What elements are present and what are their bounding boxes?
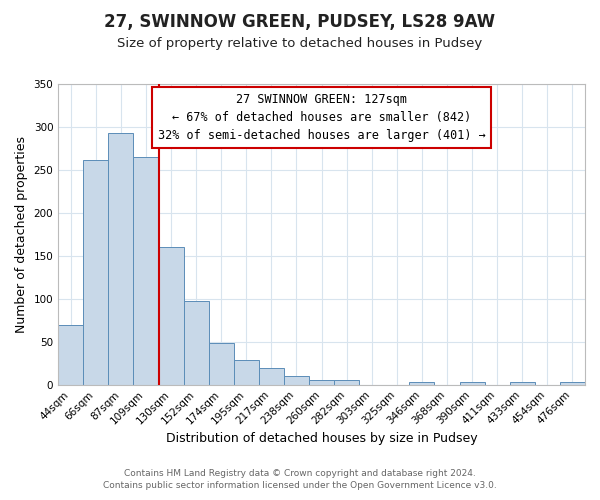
Bar (284, 376, 309, 384)
Bar (158, 248, 184, 384)
Bar (259, 368, 284, 384)
Bar (409, 382, 434, 384)
Text: Size of property relative to detached houses in Pudsey: Size of property relative to detached ho… (118, 38, 482, 51)
Bar (510, 382, 535, 384)
X-axis label: Distribution of detached houses by size in Pudsey: Distribution of detached houses by size … (166, 432, 478, 445)
Text: 27, SWINNOW GREEN, PUDSEY, LS28 9AW: 27, SWINNOW GREEN, PUDSEY, LS28 9AW (104, 12, 496, 30)
Bar (83, 160, 109, 384)
Bar (234, 360, 259, 384)
Bar (184, 302, 209, 384)
Y-axis label: Number of detached properties: Number of detached properties (15, 136, 28, 333)
Text: Contains HM Land Registry data © Crown copyright and database right 2024.
Contai: Contains HM Land Registry data © Crown c… (103, 468, 497, 490)
Bar (309, 380, 334, 384)
Bar (133, 157, 158, 384)
Bar (209, 342, 234, 384)
Bar (334, 380, 359, 384)
Bar (58, 324, 83, 384)
Bar (560, 382, 585, 384)
Bar (460, 382, 485, 384)
Bar (109, 133, 133, 384)
Text: 27 SWINNOW GREEN: 127sqm
← 67% of detached houses are smaller (842)
32% of semi-: 27 SWINNOW GREEN: 127sqm ← 67% of detach… (158, 93, 485, 142)
